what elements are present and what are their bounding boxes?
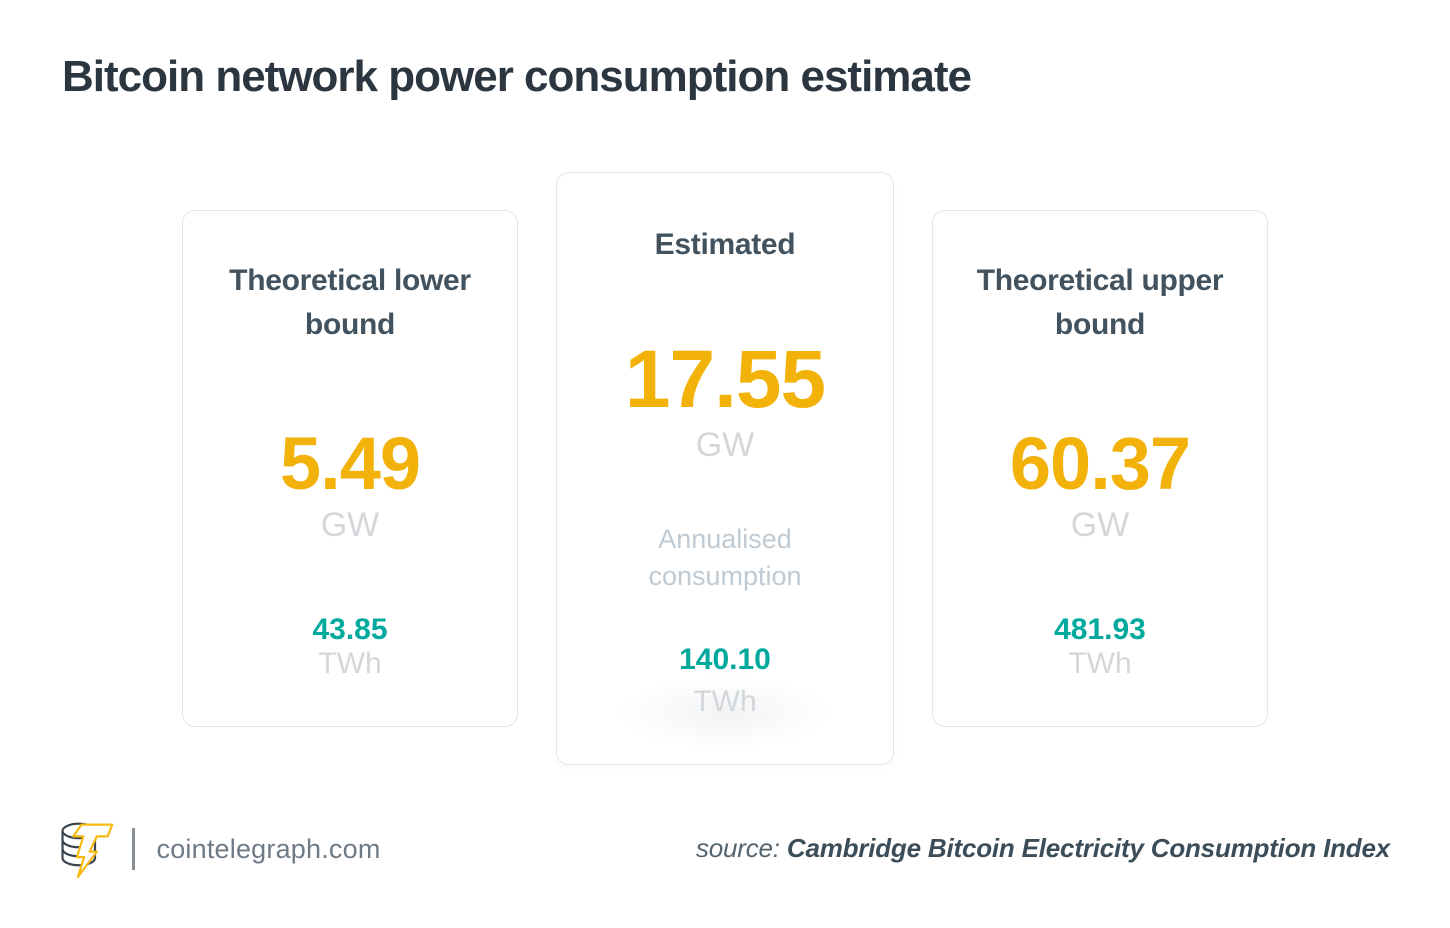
- footer-brand: cointelegraph.com: [58, 818, 381, 880]
- cointelegraph-logo-icon: [61, 822, 114, 879]
- power-value: 5.49: [279, 422, 421, 505]
- card-heading: Theoretical upper bound: [976, 264, 1224, 341]
- card-theoretical-lower-bound: Theoretical lower bound 5.49 GW 43.85 TW…: [182, 210, 518, 727]
- source-name: Cambridge Bitcoin Electricity Consumptio…: [786, 833, 1390, 863]
- footer-divider: [132, 828, 135, 870]
- power-unit: GW: [695, 426, 755, 464]
- card-heading: Estimated: [654, 228, 796, 261]
- site-label: cointelegraph.com: [156, 833, 381, 864]
- power-value: 17.55: [624, 334, 826, 425]
- source-label: source:: [695, 833, 780, 863]
- energy-unit: TWh: [1068, 647, 1132, 680]
- card-theoretical-upper-bound: Theoretical upper bound 60.37 GW 481.93 …: [932, 210, 1268, 727]
- energy-value: 481.93: [1054, 613, 1146, 646]
- energy-value: 140.10: [679, 643, 771, 676]
- energy-unit: TWh: [620, 677, 830, 749]
- card-heading: Theoretical lower bound: [229, 264, 471, 341]
- card-estimated: Estimated 17.55 GW Annualised consumptio…: [556, 172, 894, 765]
- power-unit: GW: [1070, 506, 1130, 544]
- cards-row: Theoretical lower bound 5.49 GW 43.85 TW…: [0, 172, 1450, 765]
- energy-value: 43.85: [312, 613, 388, 646]
- source-line: source: Cambridge Bitcoin Electricity Co…: [696, 833, 1390, 864]
- power-value: 60.37: [1009, 422, 1191, 505]
- power-unit: GW: [320, 506, 380, 544]
- page-title: Bitcoin network power consumption estima…: [62, 52, 972, 101]
- consumption-note: Annualised consumption: [648, 524, 802, 591]
- energy-unit: TWh: [318, 647, 382, 680]
